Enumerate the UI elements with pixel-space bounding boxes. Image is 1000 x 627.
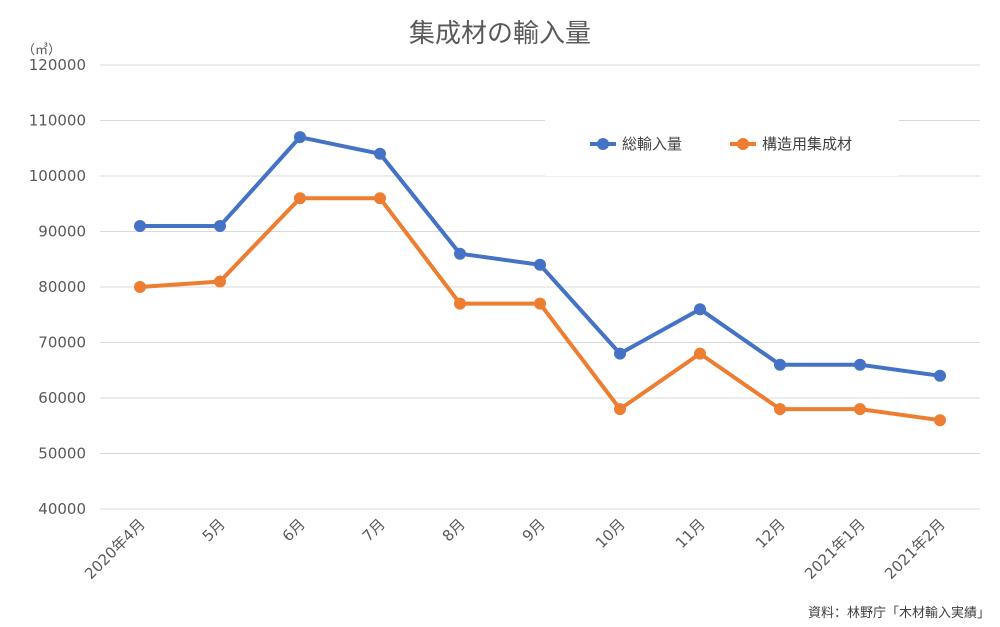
data-point bbox=[374, 147, 386, 160]
data-point bbox=[534, 258, 546, 271]
x-tick-label: 11月 bbox=[672, 515, 709, 552]
x-tick-label: 5月 bbox=[199, 515, 229, 545]
data-point bbox=[534, 297, 546, 310]
x-axis-ticks: 2020年4月 5月 6月 7月 8月 9月 10月 11月 12月 2021年1月 2021年2月 bbox=[81, 515, 949, 583]
legend-swatch-marker bbox=[597, 138, 609, 150]
x-tick-label: 7月 bbox=[359, 515, 389, 545]
legend: 総輸入量 構造用集成材 bbox=[545, 112, 899, 176]
data-point bbox=[854, 358, 866, 371]
x-tick-label: 2021年2月 bbox=[881, 515, 949, 583]
data-point bbox=[694, 347, 706, 360]
x-tick-label: 6月 bbox=[279, 515, 309, 545]
y-tick-label: 60000 bbox=[38, 389, 86, 407]
data-point bbox=[854, 403, 866, 416]
series-1 bbox=[134, 131, 946, 382]
y-tick-label: 70000 bbox=[38, 334, 86, 352]
data-point bbox=[134, 219, 146, 232]
series-layer bbox=[134, 131, 946, 427]
y-unit-label: （㎥） bbox=[22, 43, 61, 58]
y-tick-label: 120000 bbox=[29, 56, 86, 74]
data-point bbox=[694, 303, 706, 316]
y-tick-label: 40000 bbox=[38, 500, 86, 518]
x-tick-label: 2021年1月 bbox=[801, 515, 869, 583]
data-point bbox=[774, 403, 786, 416]
data-point bbox=[294, 192, 306, 205]
x-tick-label: 2020年4月 bbox=[81, 515, 149, 583]
data-point bbox=[294, 131, 306, 144]
x-tick-label: 8月 bbox=[439, 515, 469, 545]
data-point bbox=[214, 219, 226, 232]
data-point bbox=[454, 297, 466, 310]
x-tick-label: 9月 bbox=[519, 515, 549, 545]
data-point bbox=[774, 358, 786, 371]
y-axis-ticks: 40000 50000 60000 70000 80000 90000 100000 1100… bbox=[29, 56, 86, 518]
data-point bbox=[934, 369, 946, 382]
data-point bbox=[934, 414, 946, 427]
y-tick-label: 110000 bbox=[29, 112, 86, 130]
y-tick-label: 50000 bbox=[38, 445, 86, 463]
data-point bbox=[134, 281, 146, 293]
data-point bbox=[454, 247, 466, 260]
data-point bbox=[614, 347, 626, 360]
y-tick-label: 80000 bbox=[38, 278, 86, 296]
chart-title: 集成材の輸入量 bbox=[409, 19, 591, 49]
data-point bbox=[614, 403, 626, 416]
x-tick-label: 10月 bbox=[592, 515, 629, 552]
y-tick-label: 90000 bbox=[38, 223, 86, 241]
y-tick-label: 100000 bbox=[29, 167, 86, 185]
source-note: 資料：林野庁「木材輸入実績」 bbox=[808, 605, 990, 621]
x-tick-label: 12月 bbox=[752, 515, 789, 552]
data-point bbox=[374, 192, 386, 205]
data-point bbox=[214, 275, 226, 288]
legend-label: 構造用集成材 bbox=[762, 135, 852, 153]
series-2 bbox=[134, 192, 946, 427]
legend-swatch-marker bbox=[737, 138, 749, 150]
legend-label: 総輸入量 bbox=[622, 135, 682, 153]
